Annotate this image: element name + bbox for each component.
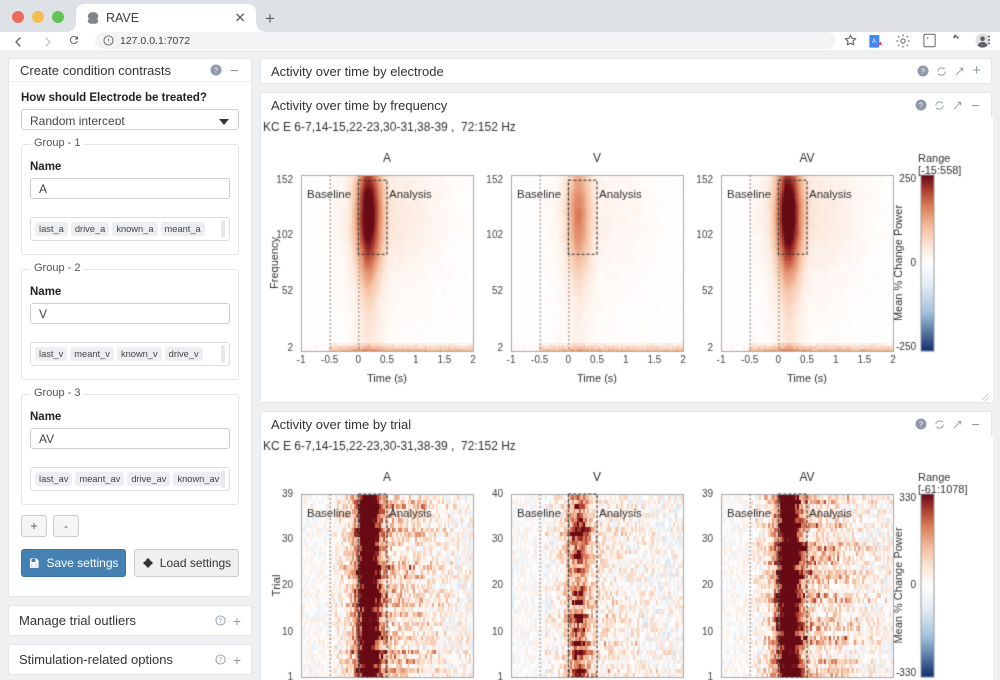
svg-text:?: ? (214, 67, 218, 74)
svg-text:?: ? (919, 102, 923, 109)
svg-text:?: ? (219, 658, 223, 664)
svg-text:?: ? (219, 619, 223, 625)
svg-text:?: ? (919, 421, 923, 428)
svg-text:A: A (872, 39, 876, 45)
svg-text:?: ? (921, 68, 925, 75)
